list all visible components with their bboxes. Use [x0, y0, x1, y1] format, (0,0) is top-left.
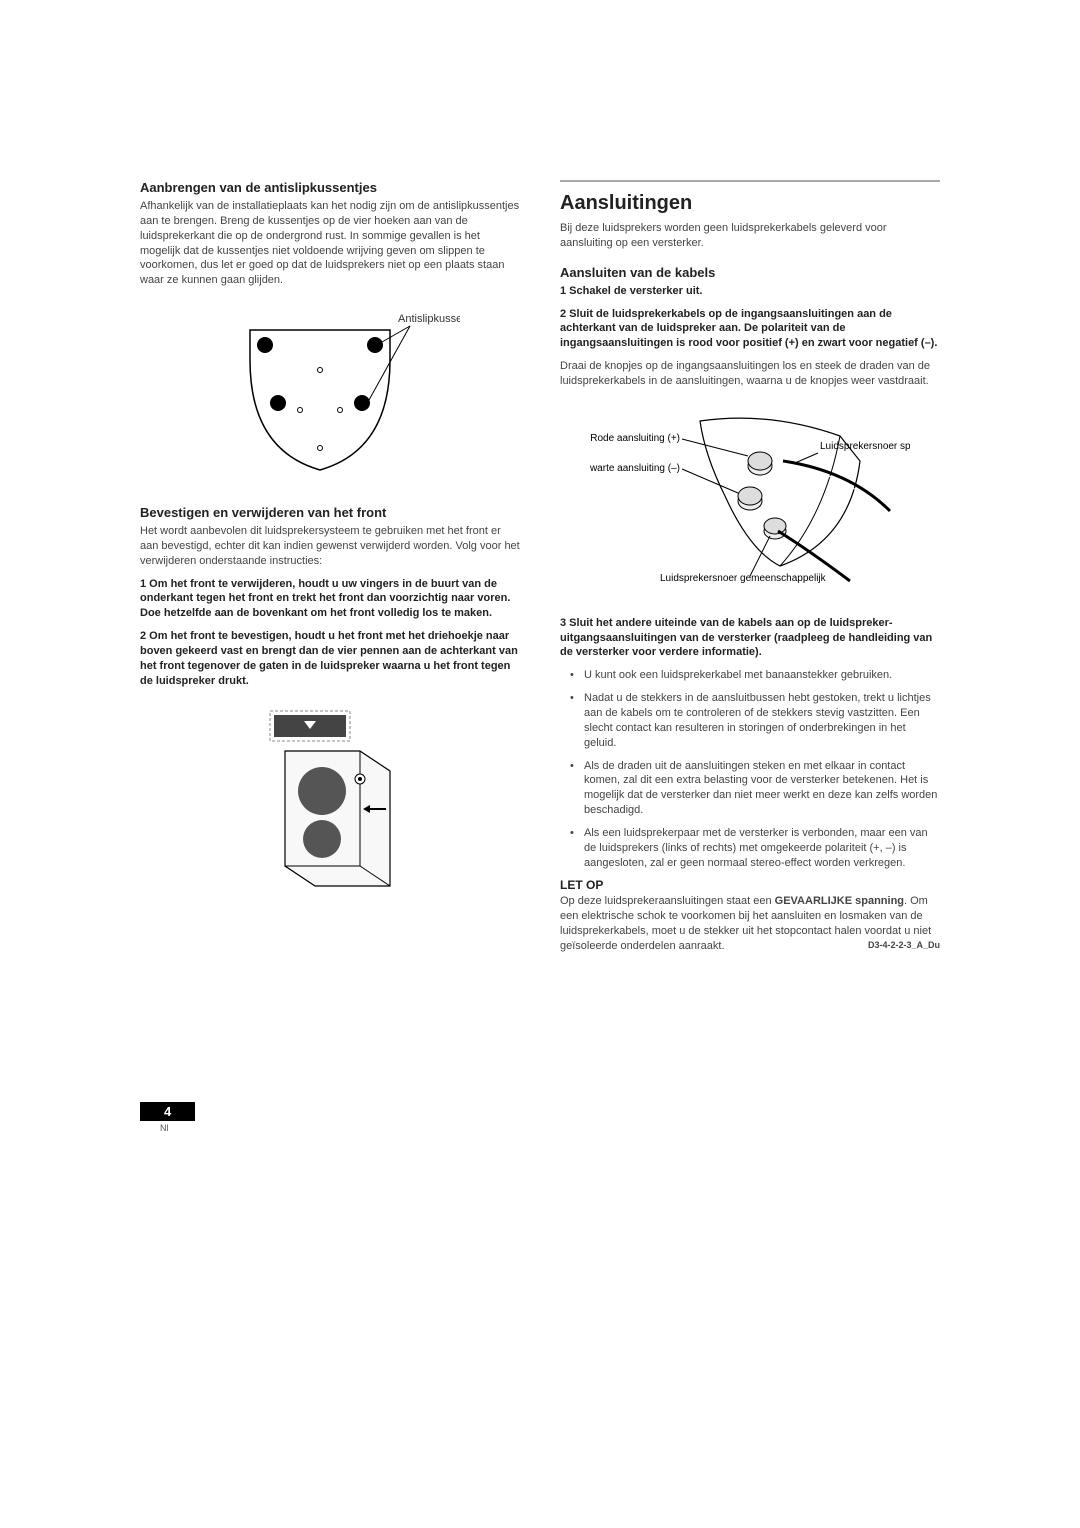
right-heading-1: Aansluiten van de kabels: [560, 265, 940, 280]
caution-text-pre: Op deze luidsprekeraansluitingen staat e…: [560, 895, 775, 907]
svg-text:Luidsprekersnoer gemeenschappe: Luidsprekersnoer gemeenschappelijk: [660, 573, 827, 584]
caution-body: Op deze luidsprekeraansluitingen staat e…: [560, 894, 940, 953]
left-heading-2: Bevestigen en verwijderen van het front: [140, 505, 520, 520]
content-columns: Aanbrengen van de antislipkussentjes Afh…: [140, 180, 940, 962]
right-step-2: 2 Sluit de luidsprekerkabels op de ingan…: [560, 307, 940, 352]
left-column: Aanbrengen van de antislipkussentjes Afh…: [140, 180, 520, 962]
language-code: Nl: [160, 1123, 940, 1133]
figure-non-skid-pads: Antislipkussentjes: [140, 300, 520, 483]
left-body-2: Het wordt aanbevolen dit luidsprekersyst…: [140, 524, 520, 569]
bullet-item: Als een luidsprekerpaar met de versterke…: [574, 826, 940, 871]
figure-front-cover: [140, 701, 520, 904]
right-intro: Bij deze luidsprekers worden geen luidsp…: [560, 221, 940, 251]
terminal-diagram: Rode aansluiting (+) Zwarte aansluiting …: [590, 401, 910, 591]
right-main-title: Aansluitingen: [560, 192, 940, 215]
figure-terminals: Rode aansluiting (+) Zwarte aansluiting …: [560, 401, 940, 594]
svg-text:Rode aansluiting (+): Rode aansluiting (+): [590, 433, 680, 444]
caution-heading: LET OP: [560, 878, 940, 892]
left-body-1: Afhankelijk van de installatieplaats kan…: [140, 199, 520, 288]
right-step-2-body: Draai de knopjes op de ingangsaansluitin…: [560, 359, 940, 389]
bullet-list: U kunt ook een luidsprekerkabel met bana…: [560, 668, 940, 870]
front-cover-diagram: [230, 701, 430, 901]
left-step-2: 2 Om het front te bevestigen, houdt u he…: [140, 629, 520, 688]
right-column: Aansluitingen Bij deze luidsprekers word…: [560, 180, 940, 962]
doc-code: D3-4-2-2-3_A_Du: [868, 939, 940, 951]
right-step-1: 1 Schakel de versterker uit.: [560, 284, 940, 299]
section-divider: [560, 180, 940, 182]
left-step-1: 1 Om het front te verwijderen, houdt u u…: [140, 577, 520, 622]
svg-text:Luidsprekersnoer spanningzijde: Luidsprekersnoer spanningzijde: [820, 441, 910, 452]
svg-text:Zwarte aansluiting (–): Zwarte aansluiting (–): [590, 463, 680, 474]
right-step-3: 3 Sluit het andere uiteinde van de kabel…: [560, 616, 940, 661]
page-footer: 4 Nl: [140, 962, 940, 1133]
non-skid-pads-diagram: Antislipkussentjes: [200, 300, 460, 480]
caution-bold: GEVAARLIJKE spanning: [775, 895, 904, 907]
page-number: 4: [140, 1102, 195, 1121]
bullet-item: Als de draden uit de aansluitingen steke…: [574, 759, 940, 818]
bullet-item: Nadat u de stekkers in de aansluitbussen…: [574, 691, 940, 750]
bullet-item: U kunt ook een luidsprekerkabel met bana…: [574, 668, 940, 683]
fig1-label: Antislipkussentjes: [398, 313, 460, 325]
left-heading-1: Aanbrengen van de antislipkussentjes: [140, 180, 520, 195]
